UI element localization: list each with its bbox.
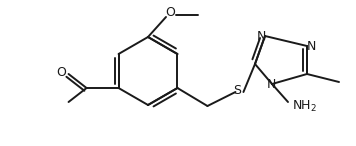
Text: NH$_2$: NH$_2$ — [292, 98, 316, 114]
Text: O: O — [57, 66, 67, 80]
Text: N: N — [306, 40, 316, 53]
Text: N: N — [256, 29, 266, 42]
Text: S: S — [234, 85, 241, 98]
Text: O: O — [165, 6, 175, 19]
Text: N: N — [266, 79, 276, 92]
